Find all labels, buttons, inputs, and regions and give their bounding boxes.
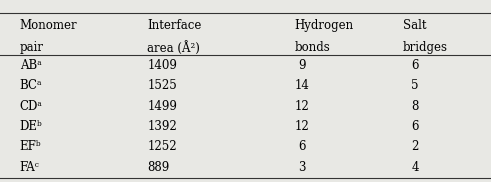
Text: 1499: 1499 <box>147 100 177 113</box>
Text: 4: 4 <box>411 161 419 174</box>
Text: 6: 6 <box>298 141 306 153</box>
Text: 12: 12 <box>295 100 309 113</box>
Text: 1525: 1525 <box>147 80 177 92</box>
Text: bridges: bridges <box>403 41 448 54</box>
Text: BCᵃ: BCᵃ <box>20 80 42 92</box>
Text: 5: 5 <box>411 80 419 92</box>
Text: 6: 6 <box>411 59 419 72</box>
Text: 8: 8 <box>411 100 419 113</box>
Text: 1252: 1252 <box>147 141 177 153</box>
Text: 6: 6 <box>411 120 419 133</box>
Text: Monomer: Monomer <box>20 19 77 32</box>
Text: Salt: Salt <box>403 19 426 32</box>
Text: 3: 3 <box>298 161 306 174</box>
Text: DEᵇ: DEᵇ <box>20 120 42 133</box>
Text: FAᶜ: FAᶜ <box>20 161 39 174</box>
Text: ABᵃ: ABᵃ <box>20 59 41 72</box>
Text: 12: 12 <box>295 120 309 133</box>
Text: pair: pair <box>20 41 44 54</box>
Text: 14: 14 <box>295 80 309 92</box>
Text: 9: 9 <box>298 59 306 72</box>
Text: bonds: bonds <box>295 41 330 54</box>
Text: area (Å²): area (Å²) <box>147 41 200 55</box>
Text: 2: 2 <box>411 141 419 153</box>
Text: 889: 889 <box>147 161 169 174</box>
Text: EFᵇ: EFᵇ <box>20 141 41 153</box>
Text: Interface: Interface <box>147 19 202 32</box>
Text: 1392: 1392 <box>147 120 177 133</box>
Text: 1409: 1409 <box>147 59 177 72</box>
Text: CDᵃ: CDᵃ <box>20 100 43 113</box>
Text: Hydrogen: Hydrogen <box>295 19 354 32</box>
